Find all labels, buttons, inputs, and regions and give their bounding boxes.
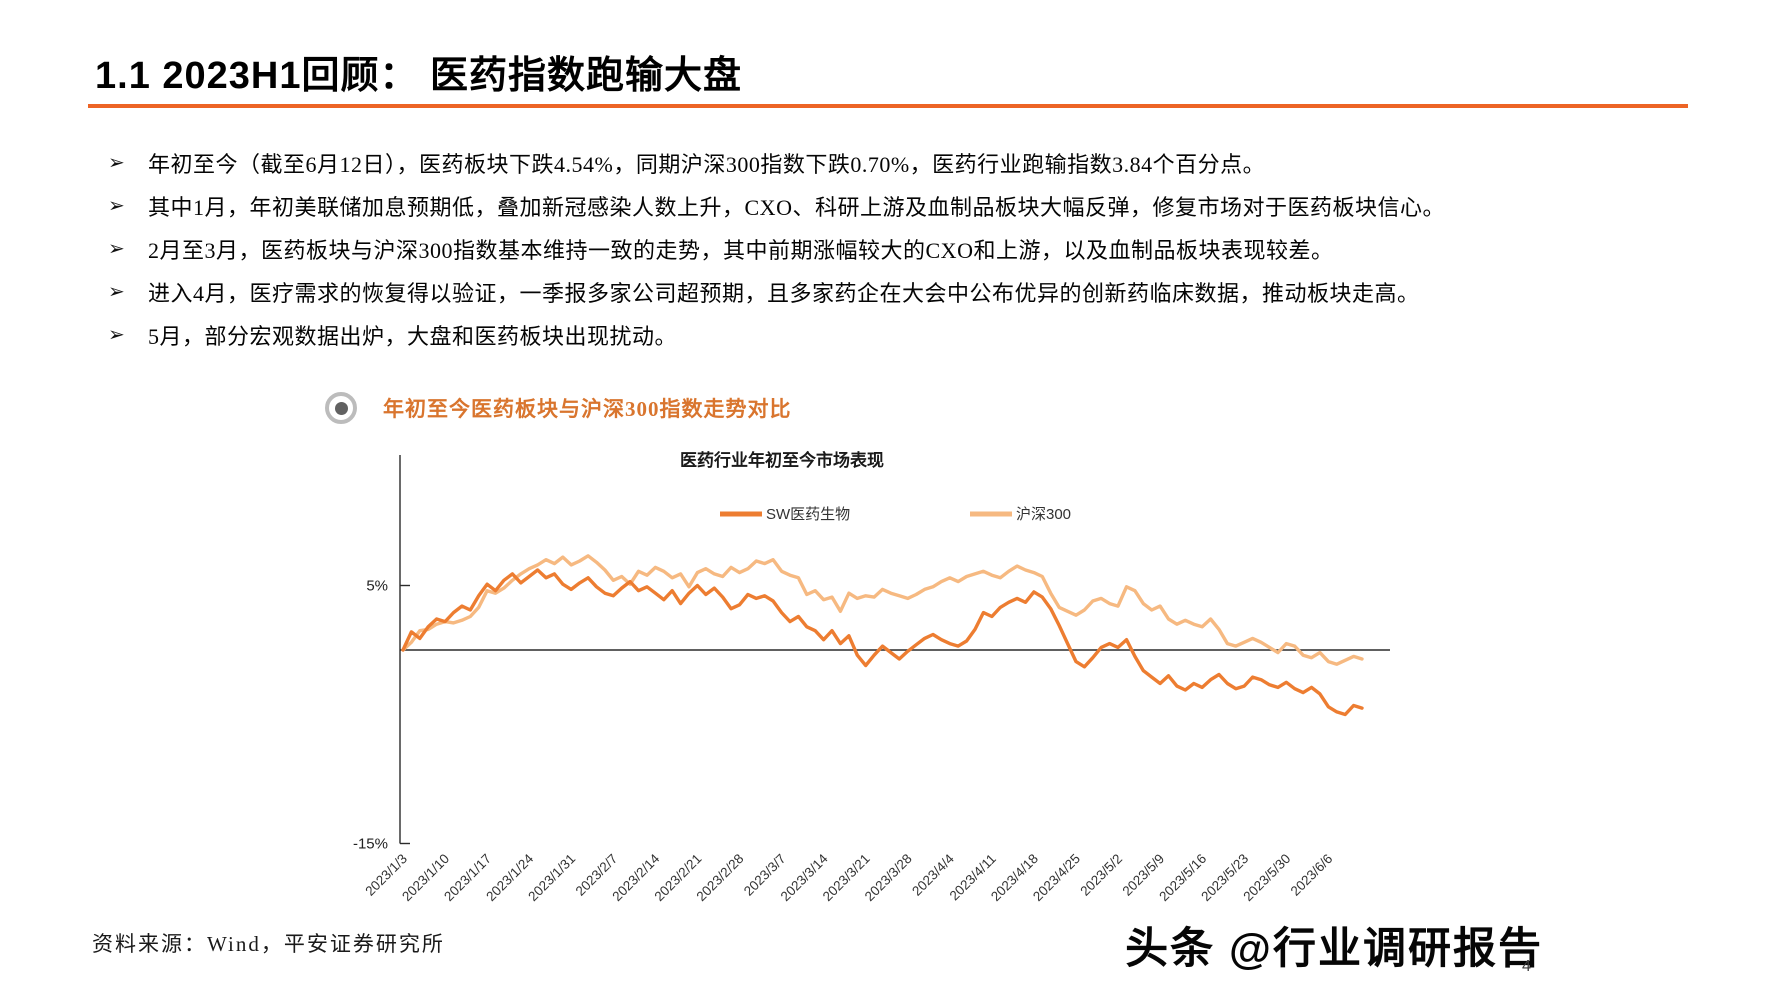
- arrow-bullet-icon: ➢: [108, 281, 126, 303]
- arrow-bullet-icon: ➢: [108, 238, 126, 260]
- chart-title: 医药行业年初至今市场表现: [680, 450, 884, 470]
- radio-bullet-icon: [325, 392, 357, 424]
- bullet-text: 2月至3月，医药板块与沪深300指数基本维持一致的走势，其中前期涨幅较大的CXO…: [148, 237, 1334, 263]
- bullet-text: 5月，部分宏观数据出炉，大盘和医药板块出现扰动。: [148, 323, 678, 349]
- x-tick-label: 2023/5/2: [1077, 851, 1125, 899]
- bullet-list: ➢ 年初至今（截至6月12日），医药板块下跌4.54%，同期沪深300指数下跌0…: [108, 141, 1445, 356]
- bullet-text: 年初至今（截至6月12日），医药板块下跌4.54%，同期沪深300指数下跌0.7…: [148, 151, 1266, 177]
- page-number: 4: [1522, 958, 1531, 975]
- arrow-bullet-icon: ➢: [108, 324, 126, 346]
- section-header: 年初至今医药板块与沪深300指数走势对比: [325, 392, 792, 424]
- radio-dot-icon: [334, 401, 348, 415]
- arrow-bullet-icon: ➢: [108, 195, 126, 217]
- section-title: 年初至今医药板块与沪深300指数走势对比: [383, 397, 792, 421]
- bullet-text: 进入4月，医疗需求的恢复得以验证，一季报多家公司超预期，且多家药企在大会中公布优…: [148, 280, 1420, 306]
- y-tick-label: -15%: [353, 836, 388, 853]
- bullet-item: ➢ 2月至3月，医药板块与沪深300指数基本维持一致的走势，其中前期涨幅较大的C…: [108, 227, 1445, 270]
- watermark: 头条 @行业调研报告: [1125, 925, 1543, 973]
- series-line: [401, 568, 1364, 717]
- title-divider: [88, 104, 1688, 108]
- series-line: [401, 554, 1364, 666]
- page-title: 1.1 2023H1回顾： 医药指数跑输大盘: [95, 55, 743, 97]
- bullet-text: 其中1月，年初美联储加息预期低，叠加新冠感染人数上升，CXO、科研上游及血制品板…: [148, 194, 1445, 220]
- bullet-item: ➢ 5月，部分宏观数据出炉，大盘和医药板块出现扰动。: [108, 313, 1445, 356]
- bullet-item: ➢ 年初至今（截至6月12日），医药板块下跌4.54%，同期沪深300指数下跌0…: [108, 141, 1445, 184]
- bullet-item: ➢ 进入4月，医疗需求的恢复得以验证，一季报多家公司超预期，且多家药企在大会中公…: [108, 270, 1445, 313]
- bullet-item: ➢ 其中1月，年初美联储加息预期低，叠加新冠感染人数上升，CXO、科研上游及血制…: [108, 184, 1445, 227]
- x-tick-label: 2023/6/6: [1288, 851, 1336, 899]
- y-tick-label: 5%: [366, 578, 388, 595]
- arrow-bullet-icon: ➢: [108, 152, 126, 174]
- source-note: 资料来源：Wind，平安证券研究所: [92, 932, 445, 956]
- legend-label: 沪深300: [1016, 506, 1071, 523]
- legend-label: SW医药生物: [766, 506, 850, 523]
